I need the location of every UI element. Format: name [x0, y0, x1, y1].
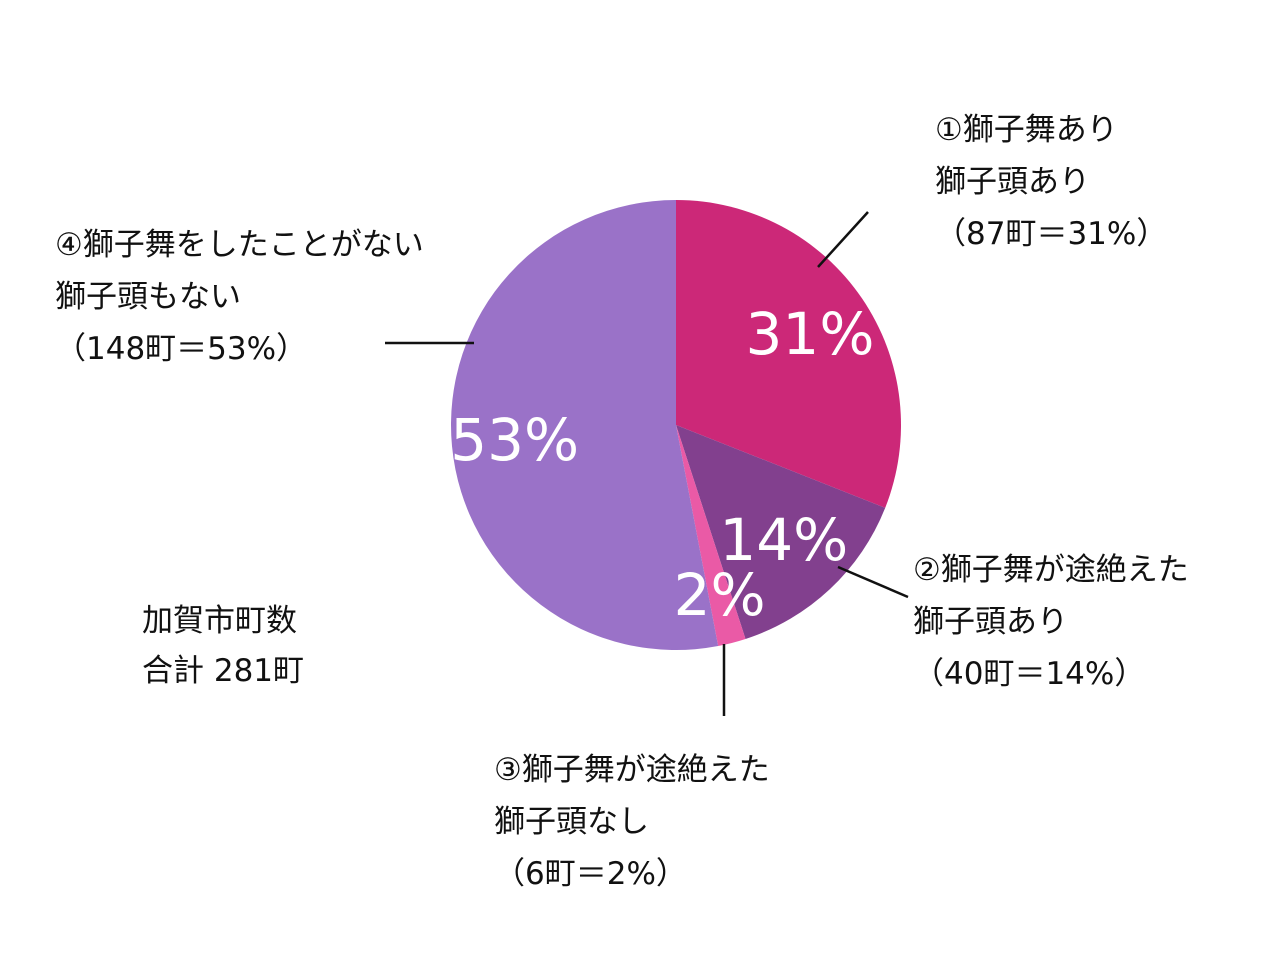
- pie-slice-4: [451, 200, 719, 650]
- callout-label-1: ①獅子舞あり獅子頭あり （87町＝31%）: [935, 112, 1167, 252]
- pie-slice-1: [676, 200, 901, 508]
- callout-line-3-2: 獅子頭なし: [494, 804, 649, 840]
- callout-line-4-2: 獅子頭もない: [55, 279, 241, 315]
- total-count: 合計 281町: [142, 653, 305, 689]
- callout-label-4: ④獅子舞をしたことがない獅子頭もない （148町＝53%）: [55, 227, 424, 367]
- callout-line-4-3: （148町＝53%）: [55, 331, 307, 367]
- total-title: 加賀市町数: [142, 603, 297, 639]
- pie-percent-labels: 31% 14%2% 53%: [450, 300, 874, 629]
- slice-percent-label-3: 2%: [674, 561, 766, 629]
- callout-line-1-2: 獅子頭あり: [935, 164, 1090, 200]
- callout-line-3-3: （6町＝2%）: [494, 856, 687, 892]
- pie-slice-3: [676, 425, 746, 647]
- callout-line-1-1: ①獅子舞あり: [935, 112, 1118, 148]
- leader-lines: [385, 211, 909, 716]
- callout-line-4-1: ④獅子舞をしたことがない: [55, 227, 424, 263]
- callout-line-3-1: ③獅子舞が途絶えた: [494, 752, 770, 788]
- slice-percent-label-4: 53%: [450, 406, 579, 474]
- callout-line-2-1: ②獅子舞が途絶えた: [913, 552, 1189, 588]
- callout-line-2-2: 獅子頭あり: [913, 604, 1068, 640]
- callout-labels: ①獅子舞あり獅子頭あり（87町＝31%）②獅子舞が途絶えた獅子頭あり（40町＝1…: [55, 112, 1189, 892]
- pie-slices: [451, 200, 901, 650]
- callout-line-1-3: （87町＝31%）: [935, 216, 1167, 252]
- callout-line-2-3: （40町＝14%）: [913, 656, 1145, 692]
- slice-percent-label-1: 31%: [746, 300, 875, 368]
- callout-label-3: ③獅子舞が途絶えた獅子頭なし （6町＝2%）: [494, 752, 770, 892]
- callout-label-2: ②獅子舞が途絶えた獅子頭あり （40町＝14%）: [913, 552, 1189, 692]
- pie-slice-2: [676, 425, 886, 639]
- leader-line-2: [837, 565, 909, 599]
- total-summary: 加賀市町数 合計 281町: [142, 596, 304, 696]
- slice-percent-label-2: 14%: [719, 506, 848, 574]
- leader-line-1: [817, 211, 869, 268]
